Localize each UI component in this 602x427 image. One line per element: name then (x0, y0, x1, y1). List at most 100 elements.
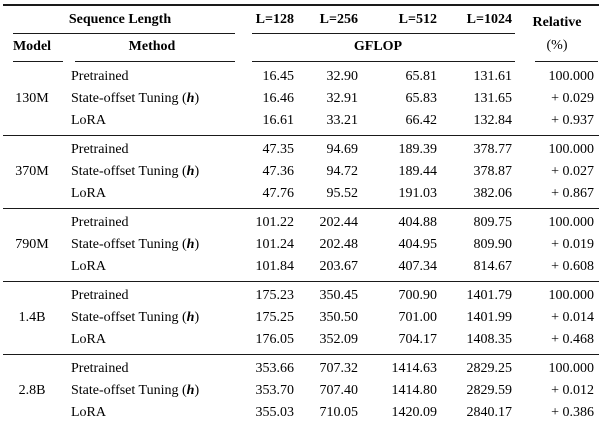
model-block-790M: 790M Pretrained 101.22 202.44 404.88 809.75 10… (0, 209, 602, 281)
relative-header-underline (535, 61, 598, 62)
method-header-underline (75, 61, 235, 62)
relative-header-label: Relative (532, 15, 582, 30)
gflop-value: 95.52 (326, 186, 359, 201)
gflop-value: 202.44 (319, 215, 359, 230)
relative-value: + 0.608 (551, 259, 594, 274)
gflop-value: 101.24 (255, 237, 295, 252)
method-label: LoRA (71, 186, 106, 201)
gflop-value: 203.67 (319, 259, 359, 274)
relative-value: + 0.014 (551, 310, 594, 325)
gflop-value: 202.48 (319, 237, 359, 252)
relative-value: + 0.019 (551, 237, 594, 252)
gflop-value: 32.90 (326, 69, 359, 84)
gflop-value: 191.03 (398, 186, 438, 201)
method-label: Pretrained (71, 215, 129, 230)
gflop-value: 350.50 (319, 310, 359, 325)
gflop-value: 707.32 (319, 361, 359, 376)
model-size-label: 2.8B (18, 383, 46, 398)
gflop-value: 407.34 (398, 259, 438, 274)
relative-value: + 0.012 (551, 383, 594, 398)
gflop-value: 814.67 (473, 259, 513, 274)
method-header: Method (128, 39, 176, 54)
gflop-value: 131.61 (473, 69, 513, 84)
gflop-value: 101.84 (255, 259, 295, 274)
gflop-value: 701.00 (398, 310, 438, 325)
relative-value: + 0.386 (551, 405, 594, 420)
gflop-value: 404.95 (398, 237, 438, 252)
relative-header: Relative (%) (516, 6, 598, 61)
gflop-value: 94.72 (326, 164, 359, 179)
method-label: State-offset Tuning (h) (71, 91, 200, 106)
method-label: State-offset Tuning (h) (71, 383, 200, 398)
block-divider (3, 135, 599, 136)
gflop-value: 1414.63 (391, 361, 438, 376)
length-header-l128: L=128 (255, 12, 294, 27)
model-block-370M: 370M Pretrained 47.35 94.69 189.39 378.77 100.… (0, 136, 602, 208)
gflop-value: 16.46 (262, 91, 295, 106)
gflop-value: 355.03 (255, 405, 295, 420)
method-label: State-offset Tuning (h) (71, 164, 200, 179)
table-blocks: 130M Pretrained 16.45 32.90 65.81 131.61 100.0… (0, 63, 602, 427)
method-label: LoRA (71, 259, 106, 274)
relative-value: + 0.937 (551, 113, 594, 128)
gflop-value: 16.45 (262, 69, 295, 84)
gflop-header: GFLOP (353, 39, 403, 54)
relative-value: 100.000 (548, 215, 595, 230)
model-size-label: 370M (15, 164, 49, 179)
model-block-1.4B: 1.4B Pretrained 175.23 350.45 700.90 1401.79 1… (0, 282, 602, 354)
method-label: LoRA (71, 332, 106, 347)
table-header: Sequence Length L=128 L=256 L=512 L=1024… (0, 6, 602, 61)
gflop-value: 66.42 (405, 113, 438, 128)
gflop-header-underline (252, 61, 515, 62)
sequence-length-header: Sequence Length (68, 12, 172, 27)
gflop-value: 33.21 (326, 113, 359, 128)
math-variable: h (186, 164, 195, 179)
top-rule (3, 4, 599, 6)
relative-value: 100.000 (548, 142, 595, 157)
gflop-value: 132.84 (473, 113, 513, 128)
method-label: LoRA (71, 405, 106, 420)
length-header-l256: L=256 (319, 12, 358, 27)
method-label: Pretrained (71, 288, 129, 303)
relative-value: + 0.027 (551, 164, 594, 179)
method-label: Pretrained (71, 142, 129, 157)
method-label: State-offset Tuning (h) (71, 310, 200, 325)
gflop-value: 2829.25 (466, 361, 513, 376)
relative-header-unit: (%) (546, 38, 568, 53)
block-divider (3, 208, 599, 209)
gflop-value: 176.05 (255, 332, 295, 347)
gflop-value: 65.81 (405, 69, 438, 84)
gflop-value: 378.87 (473, 164, 513, 179)
gflop-value: 404.88 (398, 215, 438, 230)
gflop-value: 809.90 (473, 237, 513, 252)
gflop-value: 704.17 (398, 332, 438, 347)
gflop-value: 175.23 (255, 288, 295, 303)
math-variable: h (186, 310, 195, 325)
gflop-value: 2840.17 (466, 405, 513, 420)
relative-value: + 0.468 (551, 332, 594, 347)
length-columns-underline (252, 33, 515, 34)
sequence-length-underline (13, 33, 235, 34)
gflop-value: 378.77 (473, 142, 513, 157)
gflop-value: 175.25 (255, 310, 295, 325)
relative-value: + 0.029 (551, 91, 594, 106)
method-label: Pretrained (71, 361, 129, 376)
relative-value: 100.000 (548, 69, 595, 84)
math-variable: h (186, 91, 195, 106)
model-size-label: 790M (15, 237, 49, 252)
gflop-value: 700.90 (398, 288, 438, 303)
gflop-value: 1401.79 (466, 288, 513, 303)
model-header: Model (12, 39, 52, 54)
gflop-value: 32.91 (326, 91, 359, 106)
gflop-value: 353.66 (255, 361, 295, 376)
block-divider (3, 281, 599, 282)
gflop-value: 47.76 (262, 186, 295, 201)
gflop-value: 131.65 (473, 91, 513, 106)
model-header-underline (13, 61, 63, 62)
relative-value: 100.000 (548, 288, 595, 303)
gflop-value: 1420.09 (391, 405, 438, 420)
gflop-value: 189.44 (398, 164, 438, 179)
gflop-value: 353.70 (255, 383, 295, 398)
gflop-value: 94.69 (326, 142, 359, 157)
